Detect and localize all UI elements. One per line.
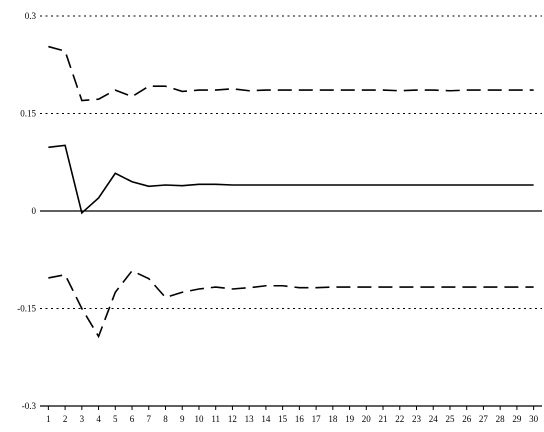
x-tick-label: 2 <box>63 414 68 424</box>
x-tick-label: 7 <box>147 414 152 424</box>
x-tick-label: 3 <box>80 414 85 424</box>
grid-layer <box>40 15 542 309</box>
x-tick-label: 26 <box>462 414 472 424</box>
y-tick-label: 0.15 <box>20 109 36 119</box>
x-tick-label: 27 <box>479 414 489 424</box>
x-tick-label: 15 <box>278 414 288 424</box>
x-tick-label: 1 <box>46 414 51 424</box>
upper-band-line <box>48 45 534 102</box>
x-tick-label: 29 <box>512 414 522 424</box>
y-tick-label: 0.3 <box>25 11 37 21</box>
x-tick-label: 12 <box>228 414 237 424</box>
x-tick-label: 30 <box>529 414 539 424</box>
x-tick-label: 10 <box>194 414 204 424</box>
x-tick-label: 14 <box>261 414 271 424</box>
x-tick-label: 4 <box>96 414 101 424</box>
y-tick-label: -0.15 <box>17 304 36 314</box>
x-tick-label: 16 <box>295 414 305 424</box>
x-tick-label: 17 <box>312 414 322 424</box>
y-tick-label: 0 <box>32 206 37 216</box>
x-tick-label: 19 <box>345 414 355 424</box>
x-tick-label: 11 <box>211 414 220 424</box>
x-tick-label: 25 <box>445 414 455 424</box>
response-line <box>48 144 534 215</box>
x-tick-label: 6 <box>130 414 135 424</box>
x-tick-label: 8 <box>163 414 168 424</box>
lower-band-line <box>48 269 534 339</box>
x-tick-label: 9 <box>180 414 185 424</box>
axis-layer <box>40 405 542 410</box>
x-tick-label: 23 <box>412 414 422 424</box>
x-tick-label: 13 <box>245 414 255 424</box>
series-layer <box>48 45 534 339</box>
x-tick-label: 21 <box>379 414 388 424</box>
x-tick-label: 5 <box>113 414 118 424</box>
x-tick-label: 20 <box>362 414 372 424</box>
x-tick-label: 24 <box>429 414 439 424</box>
x-tick-label: 18 <box>328 414 338 424</box>
x-tick-label: 28 <box>496 414 506 424</box>
label-layer: 0.30.150-0.15-0.31 2 3 4 5 6 7 8 9 10 11 12 13 14 15 16… <box>17 11 538 424</box>
x-tick-label: 22 <box>395 414 404 424</box>
y-tick-label: -0.3 <box>22 401 37 411</box>
